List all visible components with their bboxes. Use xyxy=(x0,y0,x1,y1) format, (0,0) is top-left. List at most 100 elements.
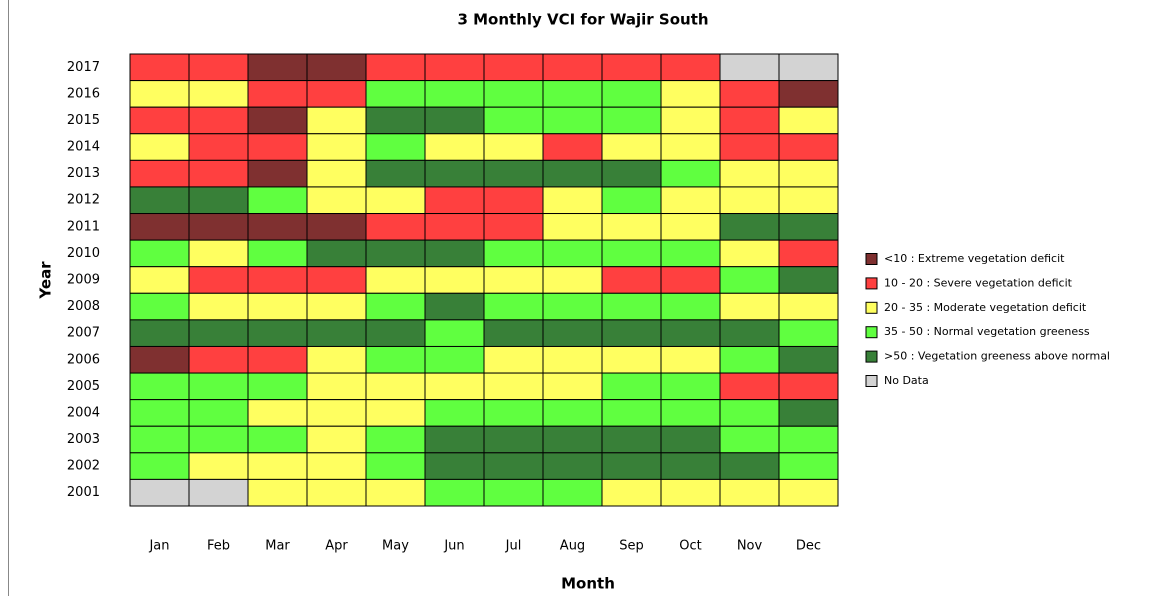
y-tick-label: 2015 xyxy=(67,113,100,128)
heat-cell xyxy=(247,452,308,480)
heat-cell xyxy=(601,53,662,82)
heat-cell xyxy=(542,186,603,215)
heat-cell xyxy=(365,80,426,108)
heat-cell xyxy=(719,239,780,268)
heat-cell xyxy=(129,213,190,241)
heat-cell xyxy=(306,80,367,108)
heat-cell xyxy=(188,53,249,82)
heat-cell xyxy=(778,106,839,135)
heat-cell xyxy=(660,345,721,374)
heat-cell xyxy=(188,372,249,401)
heat-cell xyxy=(483,53,544,82)
heat-cell xyxy=(247,399,308,427)
heat-cell xyxy=(306,133,367,161)
heat-cell xyxy=(601,133,662,161)
x-tick-label: Dec xyxy=(796,539,821,554)
heat-cell xyxy=(129,292,190,321)
legend-label: No Data xyxy=(884,374,929,387)
heat-cell xyxy=(660,53,721,82)
y-tick-label: 2013 xyxy=(67,166,100,181)
heat-cell xyxy=(424,452,485,480)
heat-cell xyxy=(483,80,544,108)
heat-cell xyxy=(542,292,603,321)
heat-cell xyxy=(483,133,544,161)
heat-cell xyxy=(188,345,249,374)
heat-cell xyxy=(719,266,780,294)
heat-cell xyxy=(188,239,249,268)
legend-swatch xyxy=(865,350,878,363)
y-tick-label: 2012 xyxy=(67,193,100,208)
heat-cell xyxy=(129,478,190,507)
heat-cell xyxy=(719,53,780,82)
heat-cell xyxy=(483,292,544,321)
heat-cell xyxy=(542,53,603,82)
y-tick-label: 2009 xyxy=(67,273,100,288)
heat-cell xyxy=(778,239,839,268)
heat-cell xyxy=(483,266,544,294)
heat-cell xyxy=(365,266,426,294)
heat-cell xyxy=(188,292,249,321)
heat-cell xyxy=(424,372,485,401)
heat-cell xyxy=(660,186,721,215)
heat-cell xyxy=(365,319,426,347)
heat-cell xyxy=(719,186,780,215)
heat-cell xyxy=(424,399,485,427)
heat-cell xyxy=(601,372,662,401)
heat-cell xyxy=(365,239,426,268)
heat-cell xyxy=(365,53,426,82)
heat-cell xyxy=(778,319,839,347)
heat-cell xyxy=(424,239,485,268)
heat-cell xyxy=(601,452,662,480)
heat-cell xyxy=(483,478,544,507)
chart-title: 3 Monthly VCI for Wajir South xyxy=(457,11,708,29)
heat-cell xyxy=(188,399,249,427)
y-tick-label: 2004 xyxy=(67,405,100,420)
legend-swatch xyxy=(865,326,878,339)
heat-cell xyxy=(306,106,367,135)
heat-cell xyxy=(778,159,839,188)
heat-cell xyxy=(129,319,190,347)
heat-cell xyxy=(719,319,780,347)
heat-cell xyxy=(424,425,485,454)
x-tick-label: Jul xyxy=(505,539,522,554)
heat-cell xyxy=(483,106,544,135)
heat-cell xyxy=(365,399,426,427)
y-tick-label: 2005 xyxy=(67,379,100,394)
heat-cell xyxy=(247,159,308,188)
heat-cell xyxy=(719,106,780,135)
heat-cell xyxy=(778,53,839,82)
heat-cell xyxy=(719,452,780,480)
heat-cell xyxy=(542,372,603,401)
legend-label: 10 - 20 : Severe vegetation deficit xyxy=(884,276,1073,289)
x-tick-label: Apr xyxy=(325,539,348,554)
heat-cell xyxy=(542,478,603,507)
x-tick-label: Sep xyxy=(619,539,644,554)
heat-cell xyxy=(129,80,190,108)
heat-cell xyxy=(483,239,544,268)
legend-label: <10 : Extreme vegetation deficit xyxy=(884,252,1065,265)
y-tick-label: 2007 xyxy=(67,326,100,341)
heat-cell xyxy=(188,478,249,507)
heat-cell xyxy=(365,372,426,401)
legend-swatch xyxy=(865,375,878,387)
heat-cell xyxy=(306,159,367,188)
heat-cell xyxy=(778,478,839,507)
heat-cell xyxy=(719,425,780,454)
x-axis-title: Month xyxy=(561,575,615,593)
heat-cell xyxy=(306,239,367,268)
heat-cell xyxy=(601,159,662,188)
x-tick-label: Oct xyxy=(679,539,701,554)
heat-cell xyxy=(247,319,308,347)
heat-cell xyxy=(306,319,367,347)
x-tick-label: Nov xyxy=(737,539,763,554)
heat-cell xyxy=(660,133,721,161)
heat-cell xyxy=(424,186,485,215)
heat-cell xyxy=(778,80,839,108)
heat-cell xyxy=(601,266,662,294)
heat-cell xyxy=(188,319,249,347)
y-tick-label: 2016 xyxy=(67,86,100,101)
y-tick-label: 2017 xyxy=(67,60,100,75)
heat-cell xyxy=(483,399,544,427)
heat-cell xyxy=(365,345,426,374)
